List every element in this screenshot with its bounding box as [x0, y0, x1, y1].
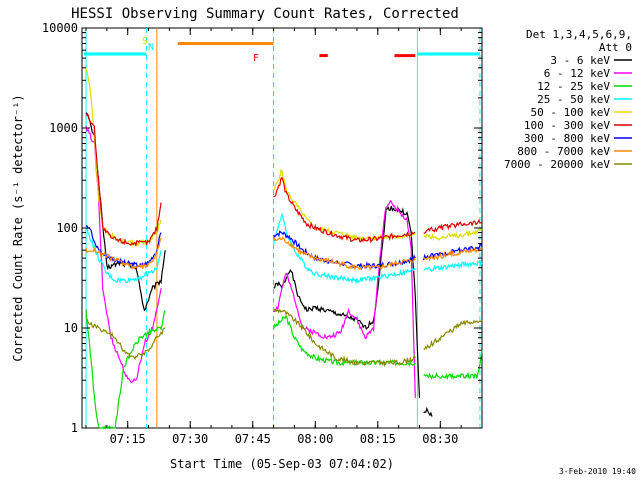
series-800-7000-seg-1: [273, 236, 416, 272]
x-tick-label-4: 08:15: [360, 432, 396, 446]
attenuator-bars: [83, 41, 480, 58]
series-7000-20000-seg-1: [273, 308, 416, 368]
series-12-25-seg-2: [423, 350, 483, 381]
series-7000-20000-seg-0: [85, 318, 166, 361]
y-tick-label-2: 100: [56, 221, 78, 235]
legend-header-line2: Att 0: [599, 41, 632, 54]
y-axis-label: Corrected Count Rate (s⁻¹ detector⁻¹): [11, 94, 25, 361]
series-lines: [85, 68, 483, 429]
legend-header-line1: Det 1,3,4,5,6,9,: [526, 28, 632, 41]
plot-frame: [81, 27, 483, 429]
axes: 07:15 07:30 07:45 08:00 08:15 08:30 1 10 100 1000…: [42, 21, 483, 446]
x-tick-label-5: 08:30: [422, 432, 458, 446]
x-tick-label-3: 08:00: [297, 432, 333, 446]
footer-date: 3-Feb-2010 19:40: [559, 467, 636, 476]
series-50-100-seg-2: [423, 228, 483, 241]
series-300-800-seg-0: [86, 225, 162, 268]
series-12-25-seg-0: [85, 309, 166, 429]
flag-s: S: [142, 36, 148, 47]
legend-label-3-6: 3 - 6 keV: [550, 54, 610, 67]
legend-label-300-800: 300 - 800 keV: [524, 132, 610, 145]
legend-label-100-300: 100 - 300 keV: [524, 119, 610, 132]
series-100-300-seg-2: [423, 218, 483, 234]
flag-n: N: [148, 42, 154, 53]
series-800-7000-seg-2: [423, 246, 483, 262]
legend-label-6-12: 6 - 12 keV: [544, 67, 611, 80]
series-7000-20000-seg-2: [423, 319, 483, 350]
legend-label-12-25: 12 - 25 keV: [537, 80, 610, 93]
series-100-300-seg-0: [85, 114, 162, 247]
flag-f: F: [253, 53, 259, 64]
series-6-12-seg-1: [273, 199, 416, 398]
y-tick-label-0: 1: [71, 421, 78, 435]
y-tick-label-4: 10000: [42, 21, 78, 35]
series-3-6-seg-2: [423, 406, 433, 417]
x-axis-label: Start Time (05-Sep-03 07:04:02): [170, 457, 394, 471]
y-tick-label-1: 10: [64, 321, 78, 335]
event-lines: [85, 28, 481, 428]
series-300-800-seg-2: [423, 244, 483, 261]
x-tick-label-2: 07:45: [235, 432, 271, 446]
series-800-7000-seg-0: [85, 237, 162, 270]
y-tick-label-3: 1000: [49, 121, 78, 135]
series-50-100-seg-1: [273, 169, 416, 242]
x-tick-label-1: 07:30: [172, 432, 208, 446]
chart-title: HESSI Observing Summary Count Rates, Cor…: [71, 6, 459, 22]
series-3-6-seg-1: [273, 205, 421, 398]
legend-label-7000-20000: 7000 - 20000 keV: [504, 158, 610, 171]
series-100-300-seg-1: [273, 176, 416, 244]
legend-label-800-7000: 800 - 7000 keV: [517, 145, 610, 158]
series-25-50-seg-1: [273, 213, 416, 285]
series-50-100-seg-0: [85, 68, 162, 248]
legend-label-25-50: 25 - 50 keV: [537, 93, 610, 106]
series-25-50-seg-0: [85, 227, 162, 284]
x-tick-label-0: 07:15: [110, 432, 146, 446]
series-25-50-seg-2: [423, 259, 483, 273]
legend-label-50-100: 50 - 100 keV: [531, 106, 611, 119]
